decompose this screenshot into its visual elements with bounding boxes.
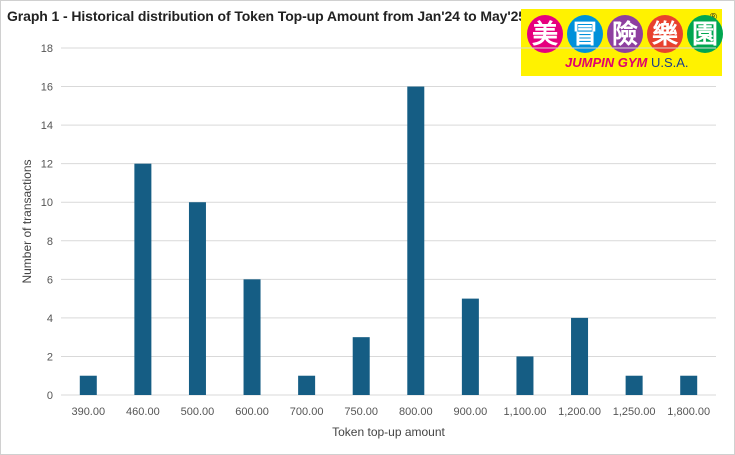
y-tick-label: 12 <box>41 159 53 171</box>
y-tick-label: 6 <box>47 274 53 286</box>
y-tick-label: 10 <box>41 197 53 209</box>
chart-title: Graph 1 - Historical distribution of Tok… <box>7 8 526 24</box>
x-tick-label: 750.00 <box>344 406 378 418</box>
x-tick-label: 500.00 <box>181 406 215 418</box>
y-tick-label: 8 <box>47 236 53 248</box>
bar-10 <box>625 375 643 395</box>
x-axis-title: Token top-up amount <box>332 425 445 439</box>
y-axis-title: Number of transactions <box>20 159 34 283</box>
bar-4 <box>298 375 316 395</box>
y-tick-label: 16 <box>41 82 53 94</box>
logo-char-1: 冒 <box>567 15 603 53</box>
logo-chinese-characters: 美冒險樂園 <box>527 15 723 53</box>
y-tick-label: 14 <box>41 120 53 132</box>
x-tick-label: 1,800.00 <box>667 406 710 418</box>
bar-0 <box>79 375 97 395</box>
logo-char-3: 樂 <box>647 15 683 53</box>
bar-2 <box>188 202 206 395</box>
bar-3 <box>243 279 261 395</box>
x-tick-label: 1,200.00 <box>558 406 601 418</box>
x-tick-label: 700.00 <box>290 406 324 418</box>
logo-char-2: 險 <box>607 15 643 53</box>
y-tick-labels: 0 2 4 6 8 10 12 14 16 18 <box>41 43 53 402</box>
x-tick-label: 390.00 <box>71 406 105 418</box>
x-tick-label: 460.00 <box>126 406 160 418</box>
logo-brand-name: JUMPIN GYM <box>565 55 648 70</box>
bar-1 <box>134 163 152 395</box>
bar-7 <box>461 298 479 395</box>
bar-6 <box>407 86 425 396</box>
x-tick-labels: 390.00 460.00 500.00 600.00 700.00 750.00 800.… <box>71 406 710 418</box>
bars <box>79 86 698 396</box>
y-tick-label: 0 <box>47 390 53 402</box>
bar-5 <box>352 337 370 395</box>
bar-9 <box>571 317 589 395</box>
gridlines <box>61 47 716 396</box>
bar-11 <box>680 375 698 395</box>
logo-brand-text: JUMPIN GYM U.S.A. <box>565 55 689 70</box>
x-tick-label: 800.00 <box>399 406 433 418</box>
logo-country: U.S.A. <box>650 55 689 70</box>
bar-8 <box>516 356 534 395</box>
logo-char-4: 園 <box>687 15 723 53</box>
y-tick-label: 2 <box>47 351 53 363</box>
x-tick-label: 900.00 <box>454 406 488 418</box>
x-tick-label: 600.00 <box>235 406 269 418</box>
x-tick-label: 1,100.00 <box>504 406 547 418</box>
x-tick-label: 1,250.00 <box>613 406 656 418</box>
y-tick-label: 4 <box>47 313 53 325</box>
y-tick-label: 18 <box>41 43 53 55</box>
logo-char-0: 美 <box>527 15 563 53</box>
